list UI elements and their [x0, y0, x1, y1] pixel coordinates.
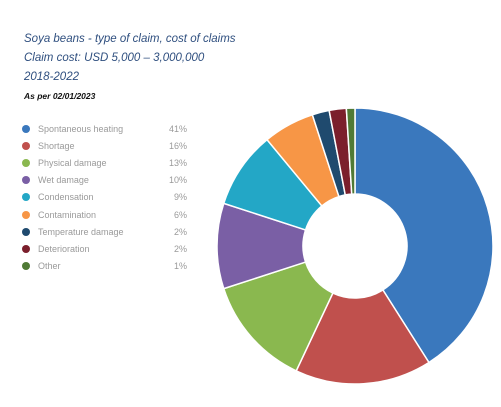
legend-swatch	[22, 227, 30, 236]
legend-label: Shortage	[38, 140, 75, 151]
legend-value: 6%	[173, 209, 187, 220]
legend-value: 13%	[168, 157, 187, 168]
legend-swatch	[22, 141, 30, 150]
legend-value: 9%	[173, 192, 187, 203]
legend-swatch	[22, 262, 30, 271]
donut-slice	[354, 107, 494, 364]
chart-title-block: Soya beans - type of claim, cost of clai…	[24, 30, 236, 101]
legend-value: 1%	[173, 261, 187, 272]
legend-value: 2%	[173, 243, 187, 254]
donut-slice	[295, 288, 430, 385]
legend-swatch	[22, 158, 30, 167]
legend-item: Temperature damage 2%	[22, 223, 187, 240]
chart-title: Soya beans - type of claim, cost of clai…	[24, 33, 236, 45]
legend-value: 2%	[173, 226, 187, 237]
legend-swatch	[22, 176, 30, 185]
legend-label: Spontaneous heating	[38, 123, 124, 134]
legend-swatch	[22, 124, 30, 133]
legend-value: 16%	[168, 140, 187, 151]
legend-swatch	[22, 210, 30, 219]
legend-label: Wet damage	[38, 175, 89, 186]
legend-item: Condensation 9%	[22, 189, 187, 206]
legend-swatch	[22, 244, 30, 253]
legend-item: Physical damage 13%	[22, 154, 187, 171]
legend-item: Other 1%	[22, 258, 187, 275]
legend-swatch	[22, 193, 30, 202]
legend-label: Condensation	[38, 192, 94, 203]
chart-legend: Spontaneous heating 41% Shortage 16% Physica…	[22, 120, 187, 275]
as-of-date: As per 02/01/2023	[24, 91, 96, 101]
donut-slice	[345, 107, 356, 195]
legend-label: Other	[38, 261, 61, 272]
legend-item: Spontaneous heating 41%	[22, 120, 187, 137]
legend-item: Wet damage 10%	[22, 172, 187, 189]
legend-value: 10%	[168, 175, 187, 186]
chart-subtitle-period: 2018-2022	[24, 71, 79, 83]
legend-item: Deterioration 2%	[22, 240, 187, 257]
legend-value: 41%	[168, 123, 187, 134]
legend-label: Temperature damage	[38, 226, 124, 237]
legend-label: Contamination	[38, 209, 97, 220]
legend-item: Contamination 6%	[22, 206, 187, 223]
legend-item: Shortage 16%	[22, 137, 187, 154]
legend-label: Physical damage	[38, 157, 107, 168]
chart-subtitle-claim-cost: Claim cost: USD 5,000 – 3,000,000	[24, 52, 205, 64]
legend-label: Deterioration	[38, 243, 90, 254]
